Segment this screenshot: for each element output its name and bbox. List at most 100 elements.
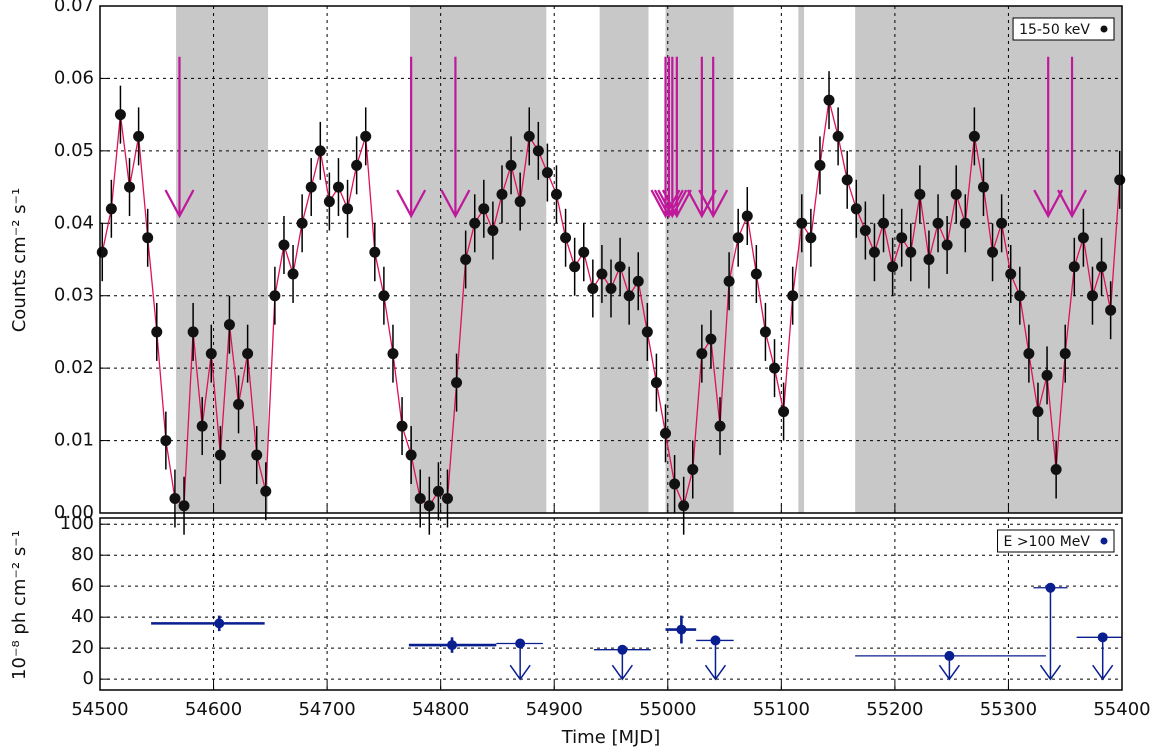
data-point bbox=[669, 478, 681, 490]
data-point bbox=[941, 239, 953, 251]
data-point bbox=[1023, 348, 1035, 360]
x-tick-label: 54700 bbox=[298, 699, 355, 720]
data-point bbox=[1045, 582, 1056, 593]
data-point bbox=[223, 319, 235, 331]
data-point bbox=[769, 362, 781, 374]
data-point bbox=[805, 232, 817, 244]
data-point bbox=[1077, 232, 1089, 244]
data-point bbox=[887, 261, 899, 273]
data-point bbox=[305, 181, 317, 193]
data-point bbox=[1050, 464, 1062, 476]
data-point bbox=[823, 94, 835, 106]
data-point bbox=[759, 326, 771, 338]
x-tick-label: 54600 bbox=[185, 699, 242, 720]
arrow bbox=[440, 56, 471, 219]
shaded-interval bbox=[410, 6, 547, 513]
legend-box bbox=[1012, 17, 1115, 41]
data-point bbox=[623, 290, 635, 302]
data-point bbox=[944, 650, 955, 661]
data-point bbox=[578, 246, 590, 258]
data-point bbox=[977, 181, 989, 193]
x-tick-label: 55400 bbox=[1093, 699, 1150, 720]
data-point bbox=[1086, 290, 1098, 302]
data-point bbox=[451, 377, 463, 389]
arrow bbox=[698, 56, 729, 219]
arrow bbox=[1033, 56, 1064, 219]
data-point bbox=[650, 377, 662, 389]
y-axis-label: 10⁻⁸ ph cm⁻² s⁻¹ bbox=[9, 530, 30, 680]
data-point bbox=[1041, 369, 1053, 381]
legend-label: E >100 MeV bbox=[1004, 534, 1091, 550]
data-point bbox=[896, 232, 908, 244]
data-point bbox=[778, 406, 790, 418]
data-point bbox=[569, 261, 581, 273]
shaded-interval bbox=[798, 6, 805, 513]
y-tick-label: 0.02 bbox=[54, 357, 94, 378]
data-point bbox=[796, 217, 808, 229]
data-point bbox=[278, 239, 290, 251]
legend-marker bbox=[1100, 537, 1108, 545]
data-point bbox=[914, 188, 926, 200]
data-point bbox=[287, 268, 299, 280]
x-tick-label: 55300 bbox=[980, 699, 1037, 720]
data-point bbox=[351, 159, 363, 171]
data-point bbox=[950, 188, 962, 200]
y-tick-label: 0.03 bbox=[54, 285, 94, 306]
data-point bbox=[605, 282, 617, 294]
data-point bbox=[932, 217, 944, 229]
data-point bbox=[233, 398, 245, 410]
data-point bbox=[596, 268, 608, 280]
data-point bbox=[959, 217, 971, 229]
data-point bbox=[323, 196, 335, 208]
data-point bbox=[151, 326, 163, 338]
data-point bbox=[105, 203, 117, 215]
data-point bbox=[641, 326, 653, 338]
data-point bbox=[732, 232, 744, 244]
data-point bbox=[214, 618, 225, 629]
data-point bbox=[1105, 304, 1117, 316]
legend-marker bbox=[1100, 25, 1108, 33]
data-point bbox=[676, 624, 687, 635]
data-point bbox=[196, 420, 208, 432]
upper-limit-arrow bbox=[509, 643, 531, 681]
upper-limit-arrow bbox=[704, 640, 727, 681]
data-point bbox=[710, 635, 721, 646]
y-axis-label: Counts cm⁻² s⁻¹ bbox=[9, 188, 30, 333]
data-point bbox=[541, 167, 553, 179]
data-point bbox=[996, 217, 1008, 229]
data-point bbox=[705, 333, 717, 345]
data-point bbox=[687, 464, 699, 476]
data-point bbox=[369, 246, 381, 258]
data-point bbox=[242, 348, 254, 360]
data-point bbox=[617, 644, 628, 655]
arrow bbox=[396, 56, 427, 219]
data-point bbox=[714, 420, 726, 432]
y-tick-label: 60 bbox=[71, 575, 94, 596]
data-point bbox=[487, 225, 499, 237]
shaded-interval bbox=[665, 6, 734, 513]
legend-box bbox=[997, 529, 1115, 553]
data-point bbox=[360, 130, 372, 142]
data-point bbox=[423, 500, 435, 512]
arrow bbox=[661, 56, 692, 219]
y-tick-label: 40 bbox=[71, 606, 94, 627]
data-point bbox=[505, 159, 517, 171]
data-point bbox=[560, 232, 572, 244]
data-point bbox=[532, 145, 544, 157]
plot-frame bbox=[99, 5, 1123, 514]
x-tick-label: 54900 bbox=[526, 699, 583, 720]
data-point bbox=[1097, 632, 1108, 643]
data-point bbox=[1068, 261, 1080, 273]
shaded-interval bbox=[855, 6, 1122, 513]
data-point bbox=[314, 145, 326, 157]
arrow bbox=[653, 56, 684, 219]
y-tick-label: 20 bbox=[71, 637, 94, 658]
shaded-interval bbox=[599, 6, 649, 513]
data-point bbox=[859, 225, 871, 237]
data-point bbox=[260, 485, 272, 497]
y-tick-label: 80 bbox=[71, 544, 94, 565]
data-point bbox=[133, 130, 145, 142]
data-point bbox=[387, 348, 399, 360]
y-tick-label: 0.01 bbox=[54, 430, 94, 451]
